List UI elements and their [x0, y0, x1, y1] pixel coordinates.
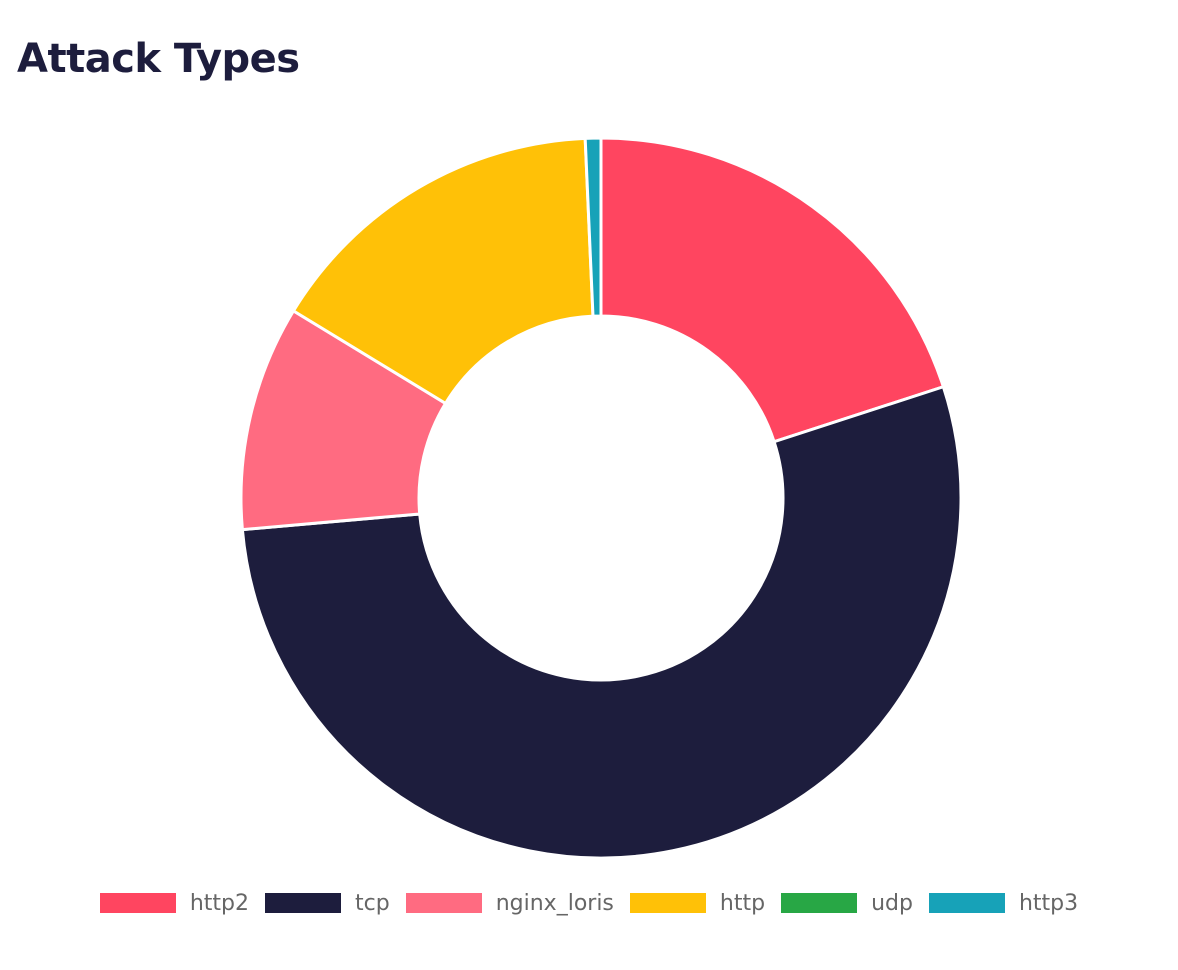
legend-label: http3	[1018, 890, 1079, 916]
legend-label: nginx_loris	[495, 890, 614, 916]
chart-title: Attack Types	[17, 36, 300, 82]
slice-http2[interactable]	[599, 136, 946, 444]
legend-item-http3[interactable]: http3	[928, 890, 1079, 916]
legend-item-http[interactable]: http	[629, 890, 766, 916]
legend-label: tcp	[355, 890, 390, 916]
chart-legend: http2 tcp nginx_loris http udp http3	[0, 880, 1178, 926]
legend-swatch	[928, 893, 1005, 913]
legend-label: udp	[871, 890, 913, 916]
slice-http3[interactable]	[583, 136, 603, 318]
legend-item-udp[interactable]: udp	[781, 891, 913, 916]
legend-swatch	[99, 893, 176, 913]
legend-label: http2	[189, 890, 250, 916]
legend-swatch	[781, 893, 858, 913]
legend-item-http2[interactable]: http2	[99, 890, 250, 916]
legend-label: http	[719, 890, 766, 916]
legend-item-tcp[interactable]: tcp	[265, 891, 390, 916]
legend-swatch	[629, 893, 706, 913]
slice-tcp[interactable]	[240, 384, 963, 860]
doughnut-chart	[239, 136, 963, 860]
slice-http[interactable]	[291, 136, 595, 406]
legend-swatch	[265, 893, 342, 913]
legend-item-nginx-loris[interactable]: nginx_loris	[405, 890, 614, 916]
legend-swatch	[405, 893, 482, 913]
